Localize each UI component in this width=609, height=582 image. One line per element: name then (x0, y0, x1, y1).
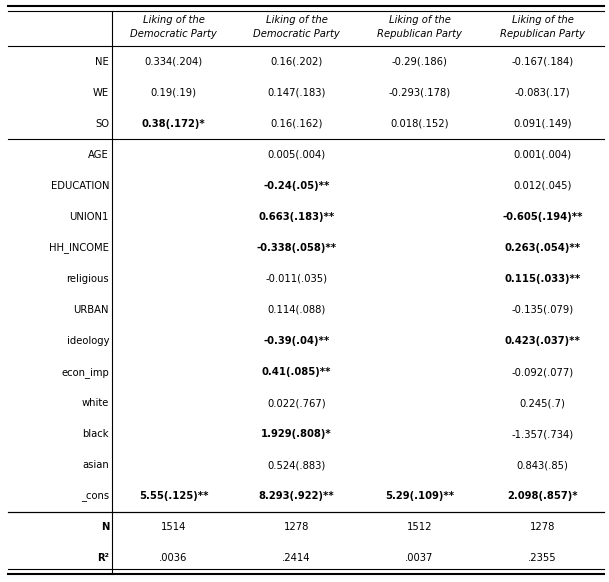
Text: ideology: ideology (66, 336, 109, 346)
Text: -0.135(.079): -0.135(.079) (512, 305, 574, 315)
Text: -0.167(.184): -0.167(.184) (512, 56, 574, 66)
Text: AGE: AGE (88, 150, 109, 159)
Text: 0.38(.172)*: 0.38(.172)* (142, 119, 205, 129)
Text: -0.293(.178): -0.293(.178) (389, 87, 451, 98)
Text: 1278: 1278 (530, 523, 555, 533)
Text: Liking of the: Liking of the (143, 15, 205, 25)
Text: 5.55(.125)**: 5.55(.125)** (139, 491, 208, 501)
Text: econ_imp: econ_imp (62, 367, 109, 378)
Text: 0.001(.004): 0.001(.004) (513, 150, 572, 159)
Text: Liking of the: Liking of the (512, 15, 574, 25)
Text: 0.263(.054)**: 0.263(.054)** (504, 243, 580, 253)
Text: asian: asian (82, 460, 109, 470)
Text: .0036: .0036 (160, 553, 188, 563)
Text: -0.39(.04)**: -0.39(.04)** (263, 336, 329, 346)
Text: .2414: .2414 (282, 553, 311, 563)
Text: 1512: 1512 (407, 523, 432, 533)
Text: 0.022(.767): 0.022(.767) (267, 398, 326, 408)
Text: 2.098(.857)*: 2.098(.857)* (507, 491, 578, 501)
Text: 0.423(.037)**: 0.423(.037)** (505, 336, 580, 346)
Text: 1514: 1514 (161, 523, 186, 533)
Text: Liking of the: Liking of the (389, 15, 451, 25)
Text: -0.011(.035): -0.011(.035) (266, 274, 328, 284)
Text: 0.524(.883): 0.524(.883) (267, 460, 326, 470)
Text: 0.19(.19): 0.19(.19) (150, 87, 197, 98)
Text: 0.16(.162): 0.16(.162) (270, 119, 323, 129)
Text: 0.091(.149): 0.091(.149) (513, 119, 572, 129)
Text: 0.663(.183)**: 0.663(.183)** (258, 212, 334, 222)
Text: .0037: .0037 (406, 553, 434, 563)
Text: 8.293(.922)**: 8.293(.922)** (259, 491, 334, 501)
Text: black: black (82, 430, 109, 439)
Text: 0.147(.183): 0.147(.183) (267, 87, 326, 98)
Text: 0.245(.7): 0.245(.7) (519, 398, 565, 408)
Text: Democratic Party: Democratic Party (253, 29, 340, 39)
Text: white: white (82, 398, 109, 408)
Text: NE: NE (95, 56, 109, 66)
Text: 0.843(.85): 0.843(.85) (516, 460, 568, 470)
Text: 0.114(.088): 0.114(.088) (267, 305, 326, 315)
Text: WE: WE (93, 87, 109, 98)
Text: N: N (100, 523, 109, 533)
Text: 1278: 1278 (284, 523, 309, 533)
Text: 0.012(.045): 0.012(.045) (513, 181, 572, 191)
Text: .2355: .2355 (528, 553, 557, 563)
Text: 1.929(.808)*: 1.929(.808)* (261, 430, 332, 439)
Text: HH_INCOME: HH_INCOME (49, 243, 109, 253)
Text: 0.005(.004): 0.005(.004) (267, 150, 326, 159)
Text: Democratic Party: Democratic Party (130, 29, 217, 39)
Text: 0.115(.033)**: 0.115(.033)** (504, 274, 580, 284)
Text: -0.605(.194)**: -0.605(.194)** (502, 212, 583, 222)
Text: Republican Party: Republican Party (500, 29, 585, 39)
Text: 0.018(.152): 0.018(.152) (390, 119, 449, 129)
Text: -0.083(.17): -0.083(.17) (515, 87, 570, 98)
Text: URBAN: URBAN (74, 305, 109, 315)
Text: UNION1: UNION1 (69, 212, 109, 222)
Text: -0.338(.058)**: -0.338(.058)** (256, 243, 337, 253)
Text: 0.334(.204): 0.334(.204) (144, 56, 203, 66)
Text: 0.16(.202): 0.16(.202) (270, 56, 323, 66)
Text: Republican Party: Republican Party (377, 29, 462, 39)
Text: 0.41(.085)**: 0.41(.085)** (262, 367, 331, 377)
Text: Liking of the: Liking of the (266, 15, 328, 25)
Text: 5.29(.109)**: 5.29(.109)** (385, 491, 454, 501)
Text: R²: R² (97, 553, 109, 563)
Text: -0.24(.05)**: -0.24(.05)** (263, 181, 329, 191)
Text: -0.29(.186): -0.29(.186) (392, 56, 448, 66)
Text: -1.357(.734): -1.357(.734) (512, 430, 574, 439)
Text: -0.092(.077): -0.092(.077) (512, 367, 574, 377)
Text: _cons: _cons (81, 491, 109, 501)
Text: EDUCATION: EDUCATION (51, 181, 109, 191)
Text: religious: religious (66, 274, 109, 284)
Text: SO: SO (95, 119, 109, 129)
